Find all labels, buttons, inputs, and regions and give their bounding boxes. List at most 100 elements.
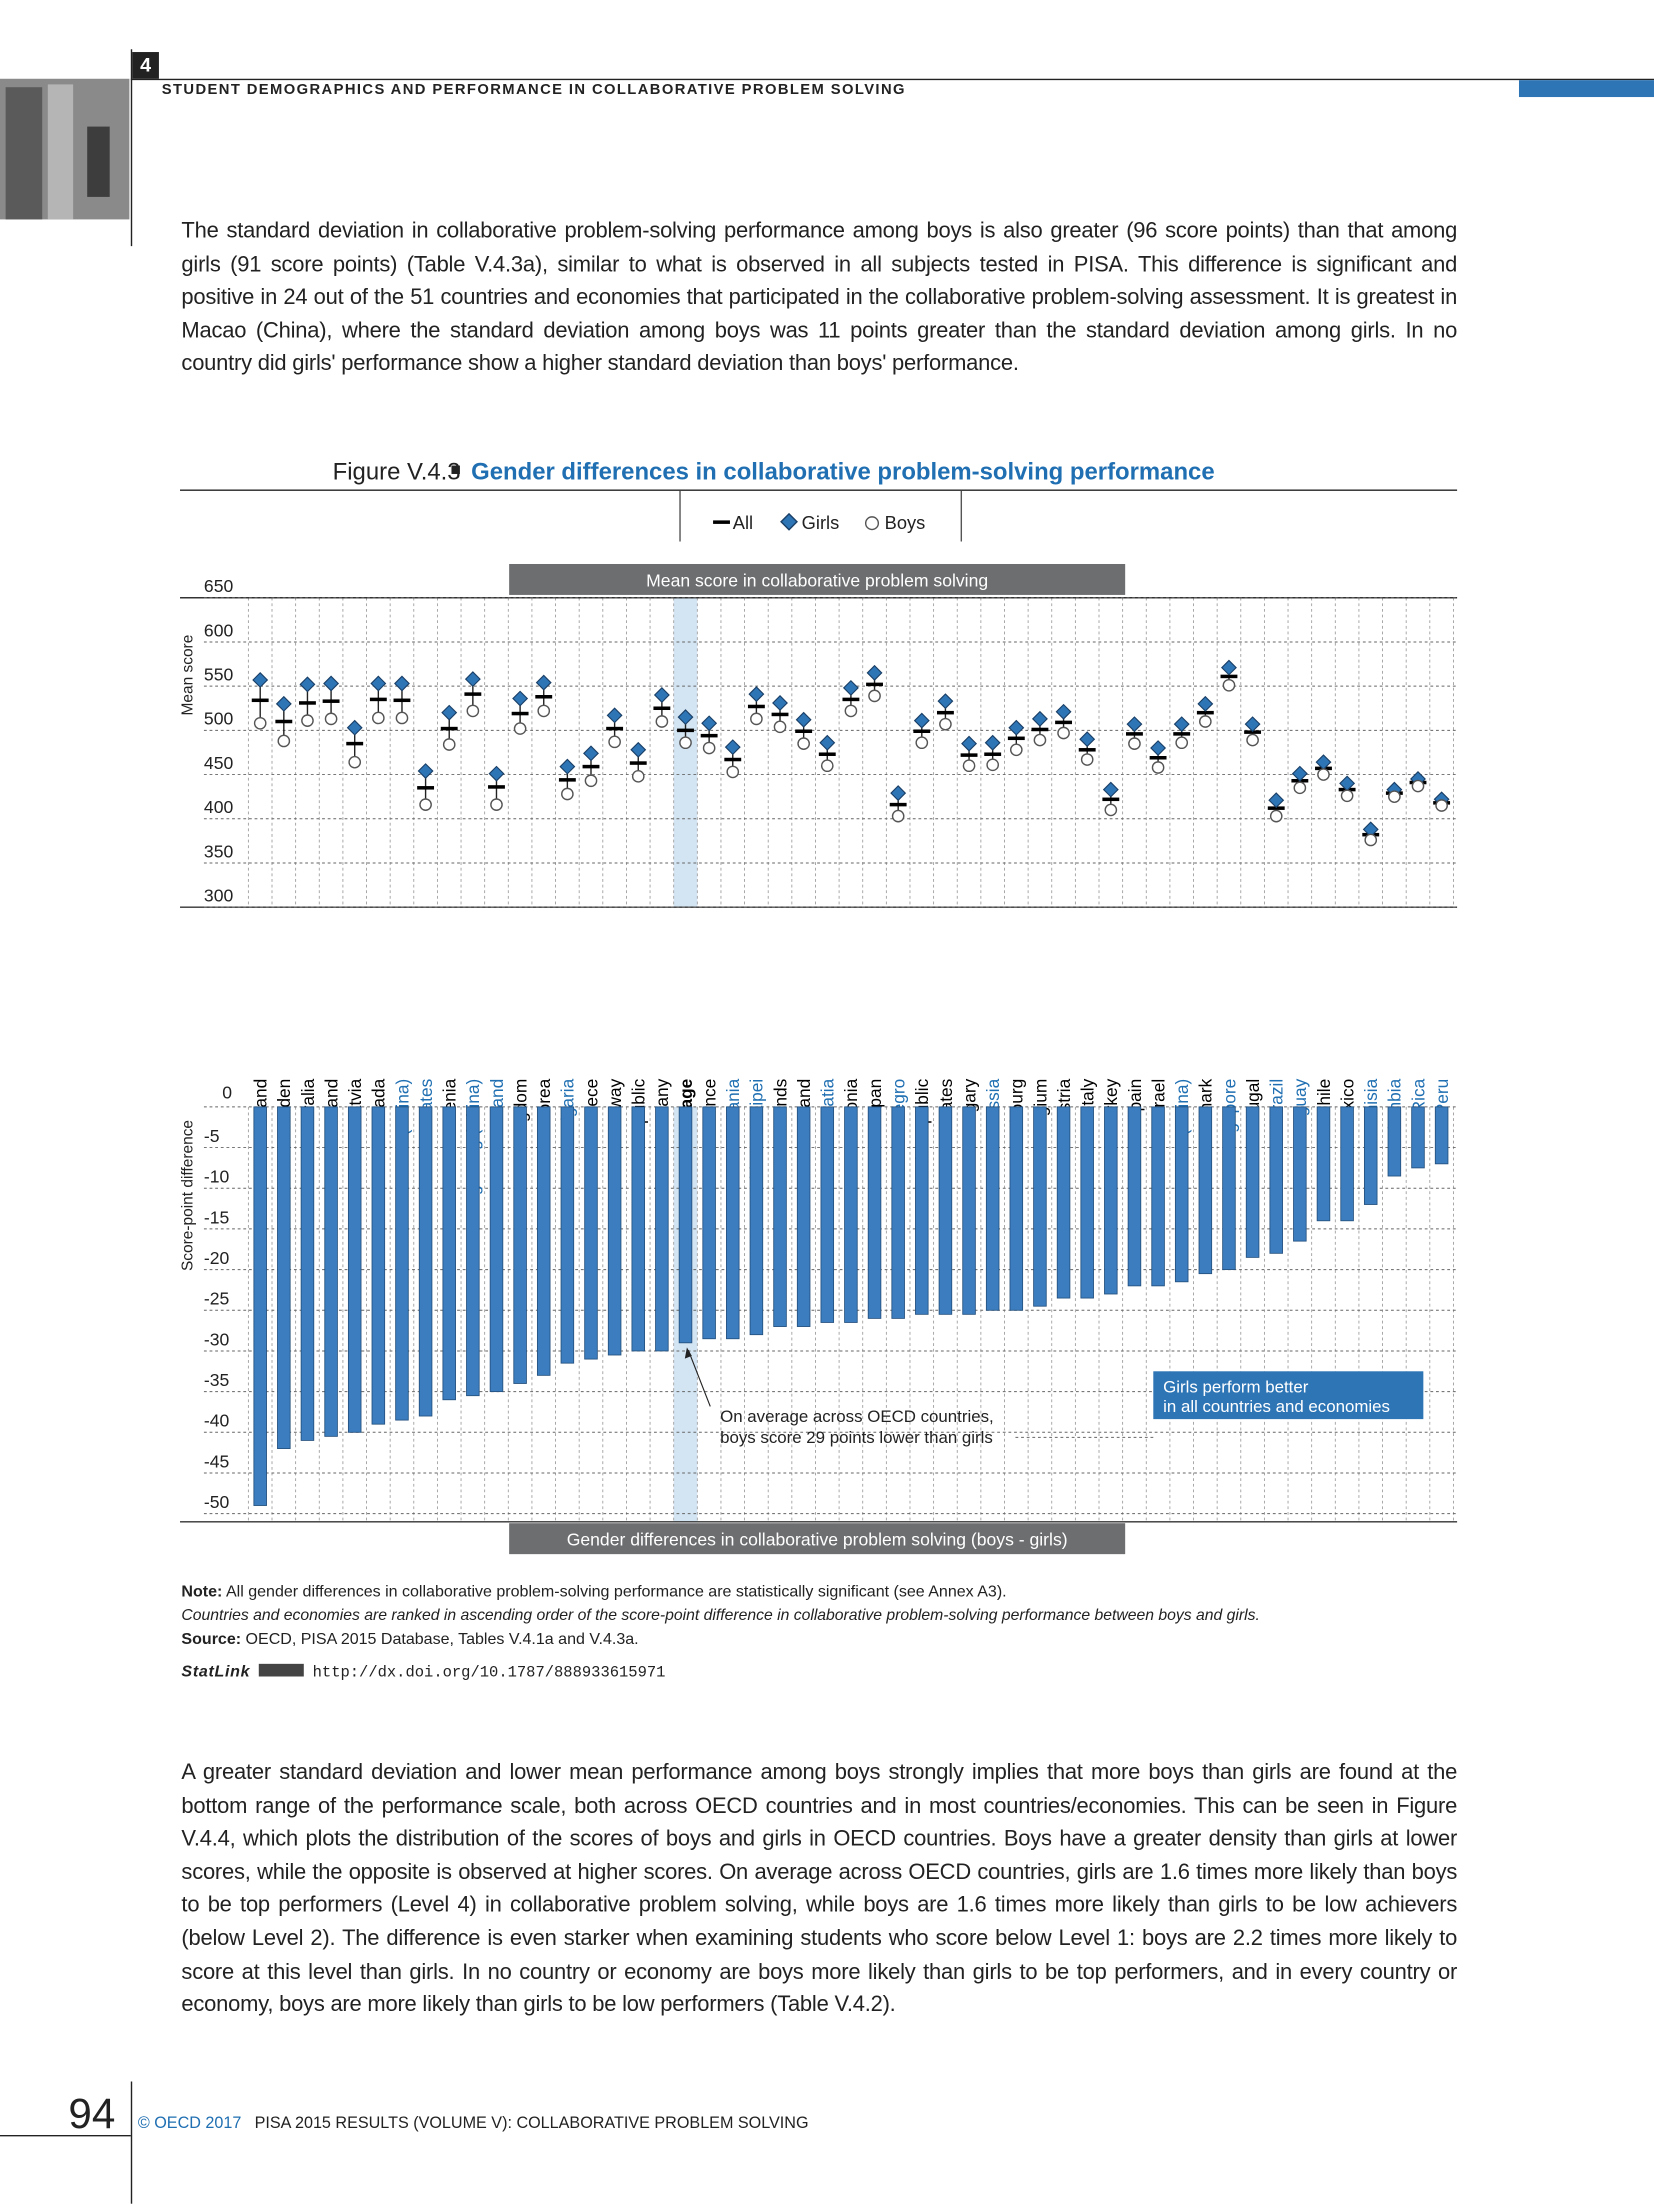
- annotation-box: [1153, 1371, 1424, 1420]
- bar: [844, 1106, 858, 1323]
- all-marker: [606, 726, 624, 731]
- footer: 94 © OECD 2017 PISA 2015 RESULTS (VOLUME…: [0, 2081, 809, 2204]
- bar: [560, 1106, 575, 1364]
- bar: [1151, 1106, 1165, 1287]
- bar: [915, 1106, 929, 1315]
- y-tick-label: 650: [204, 576, 234, 596]
- all-marker: [866, 682, 883, 687]
- boys-marker: [490, 798, 503, 811]
- bar: [796, 1106, 811, 1327]
- boys-marker: [773, 720, 787, 734]
- girls-marker: [1008, 719, 1025, 736]
- girls-marker: [512, 690, 529, 707]
- figure-label: Figure V.4.3: [333, 459, 461, 486]
- all-marker: [1220, 674, 1238, 679]
- source-label: Source:: [181, 1631, 242, 1649]
- girls-marker: [748, 686, 765, 703]
- statlink-url[interactable]: http://dx.doi.org/10.1787/888933615971: [312, 1665, 666, 1683]
- header-bar: [1518, 80, 1654, 98]
- bar: [1269, 1106, 1283, 1254]
- boys-marker: [844, 704, 858, 718]
- legend-label: Girls: [802, 512, 840, 533]
- bar: [1245, 1106, 1260, 1258]
- bar: [631, 1106, 646, 1352]
- boys-marker: [1128, 737, 1141, 750]
- bar: [1080, 1106, 1094, 1299]
- boys-marker: [1246, 733, 1259, 747]
- girls-marker: [1339, 775, 1356, 792]
- girls-marker: [1221, 659, 1237, 676]
- all-marker: [936, 710, 954, 715]
- bar: [277, 1106, 291, 1449]
- boys-marker: [1222, 678, 1236, 692]
- boys-marker: [1388, 790, 1401, 803]
- paragraph: A greater standard deviation and lower m…: [181, 1760, 1458, 2018]
- girls-marker: [417, 763, 434, 779]
- y-tick-label: 0: [222, 1082, 232, 1102]
- all-marker: [984, 752, 1002, 756]
- all-marker: [1007, 736, 1025, 741]
- all-marker: [889, 802, 907, 807]
- bar: [1127, 1106, 1142, 1287]
- all-marker: [346, 741, 364, 746]
- legend-swatch: [864, 516, 880, 531]
- y-tick-label: -20: [204, 1248, 230, 1268]
- boys-marker: [986, 758, 1000, 772]
- bar: [1293, 1106, 1307, 1242]
- all-marker: [393, 698, 411, 703]
- all-marker: [795, 729, 813, 733]
- running-title: STUDENT DEMOGRAPHICS AND PERFORMANCE IN …: [162, 82, 906, 98]
- note-text: All gender differences in collaborative …: [225, 1583, 1007, 1601]
- boys-marker: [466, 704, 480, 718]
- girls-marker: [464, 671, 481, 688]
- panel-title-bar: [509, 1523, 1126, 1555]
- bar: [1174, 1106, 1189, 1283]
- bar: [1009, 1106, 1024, 1311]
- boys-marker: [655, 715, 669, 728]
- all-marker: [747, 704, 765, 709]
- all-marker: [1244, 730, 1262, 734]
- boys-marker: [1057, 726, 1070, 740]
- all-marker: [440, 726, 458, 731]
- annotation-arrow: [687, 1349, 711, 1407]
- all-marker: [1196, 710, 1214, 715]
- all-marker: [582, 764, 600, 769]
- y-tick-label: 550: [204, 665, 234, 685]
- figure: Figure V.4.3 Gender differences in colla…: [180, 459, 1458, 1555]
- all-marker: [251, 698, 269, 703]
- all-marker: [464, 692, 482, 696]
- all-marker: [1126, 732, 1143, 736]
- all-marker: [417, 786, 435, 790]
- girls-marker: [701, 715, 718, 732]
- boys-marker: [915, 736, 929, 750]
- girls-marker: [275, 695, 292, 712]
- boys-marker: [702, 741, 716, 755]
- boys-marker: [301, 714, 314, 727]
- note: Note: All gender differences in collabor…: [181, 1581, 1489, 1605]
- bar: [867, 1106, 882, 1319]
- girls-marker: [819, 734, 836, 751]
- girls-marker: [488, 765, 505, 782]
- all-marker: [322, 699, 340, 703]
- source-text: OECD, PISA 2015 Database, Tables V.4.1a …: [245, 1631, 639, 1649]
- girls-marker: [984, 734, 1001, 751]
- boys-marker: [679, 736, 692, 750]
- bar: [300, 1106, 315, 1441]
- all-marker: [771, 712, 789, 717]
- boys-marker: [608, 735, 621, 749]
- bar: [820, 1106, 835, 1323]
- boys-marker: [891, 809, 905, 823]
- y-tick-label: -45: [204, 1451, 230, 1471]
- girls-marker: [370, 675, 387, 692]
- girls-marker: [606, 707, 623, 724]
- girls-marker: [346, 719, 363, 736]
- all-marker: [677, 728, 694, 733]
- boys-marker: [1033, 733, 1047, 747]
- bar: [1340, 1106, 1354, 1222]
- all-marker: [369, 697, 387, 702]
- bar: [773, 1106, 787, 1327]
- all-marker: [629, 761, 647, 765]
- girls-marker: [1102, 781, 1119, 798]
- girls-marker: [1079, 731, 1096, 748]
